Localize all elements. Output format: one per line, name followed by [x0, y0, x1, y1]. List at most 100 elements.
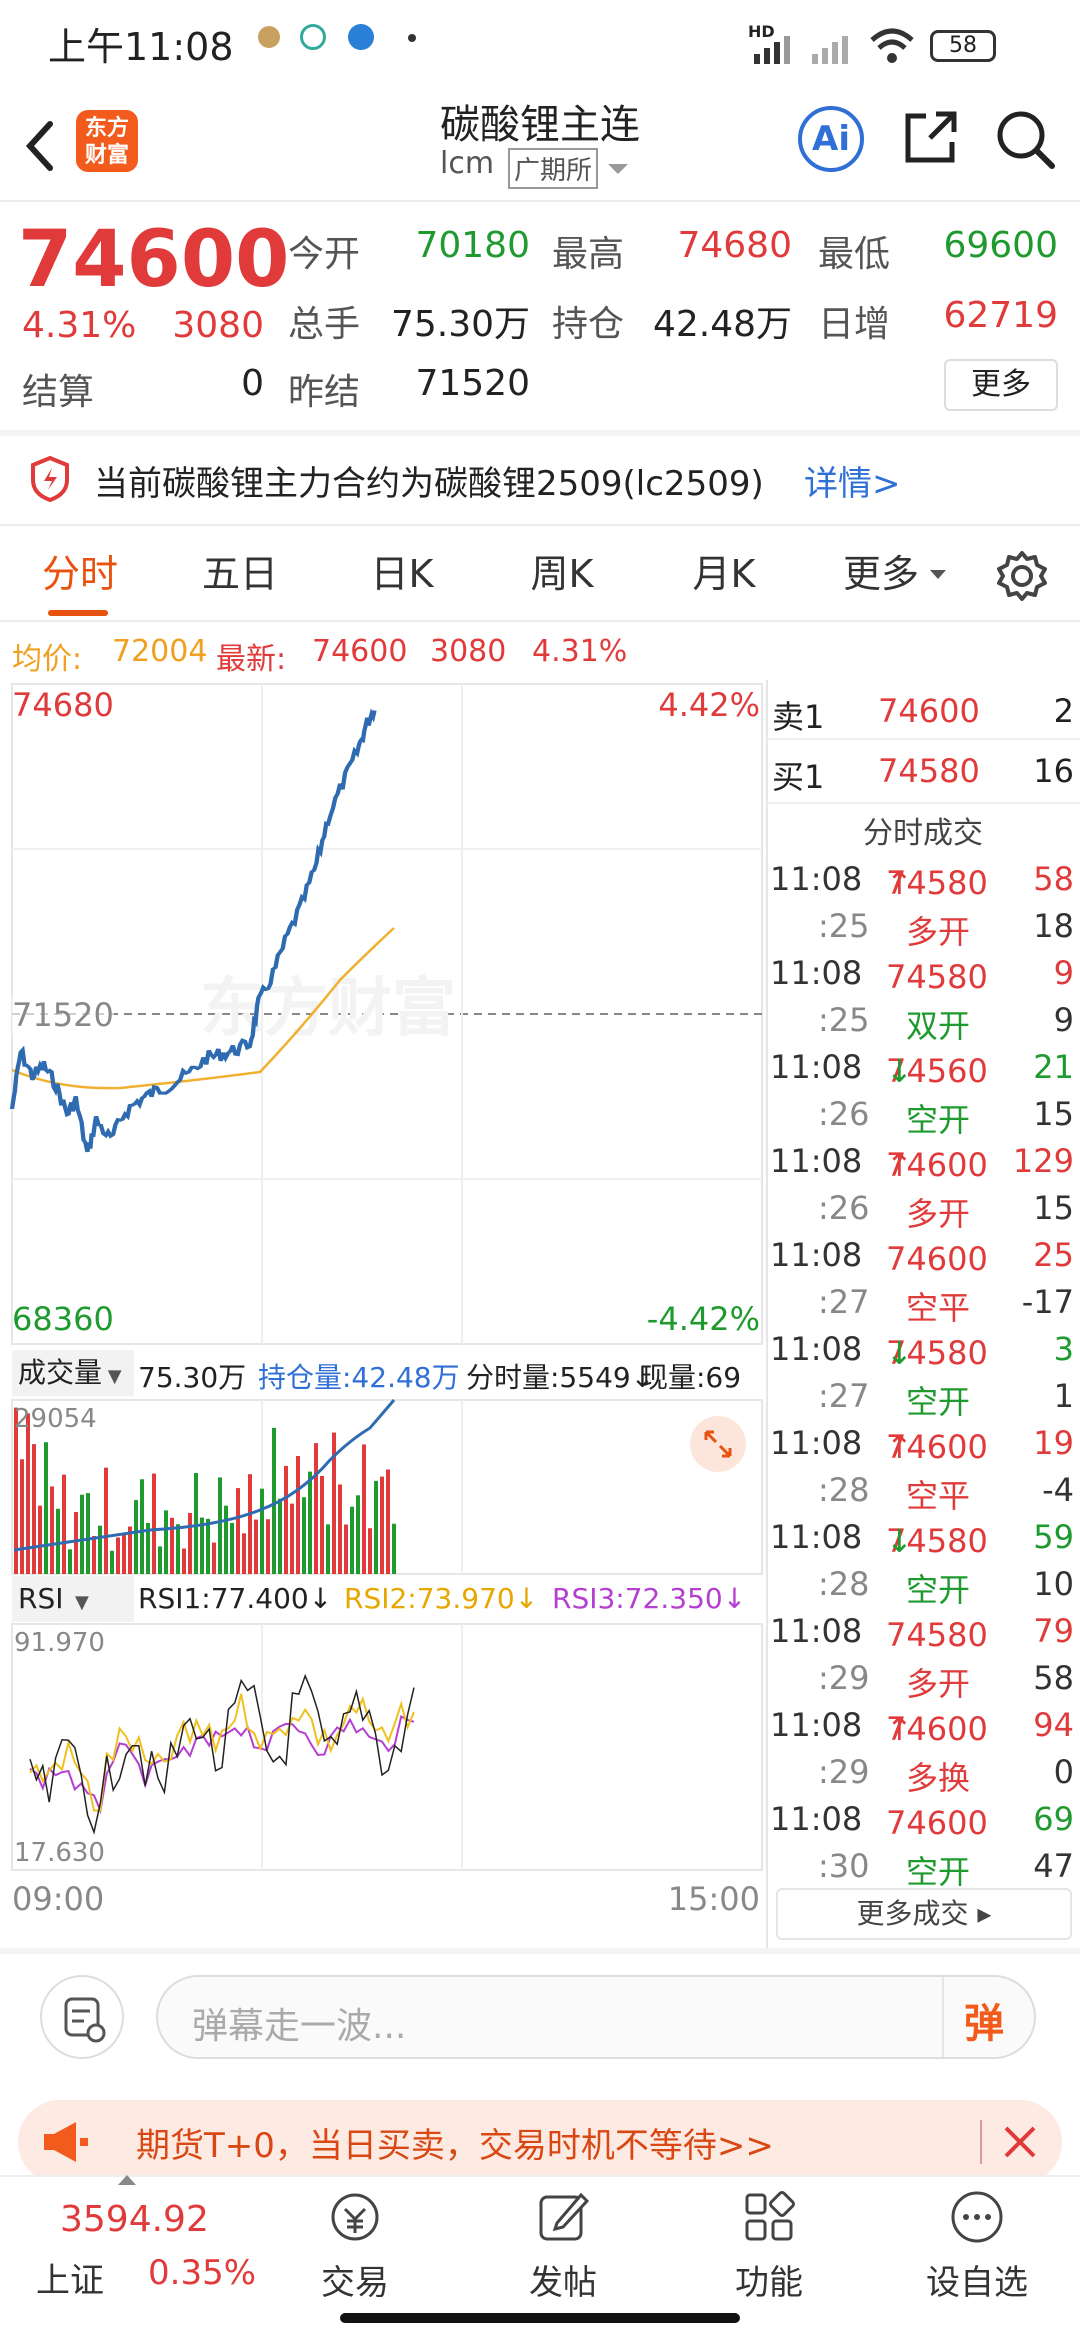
index-ticker[interactable]: 3594.92 上证 0.35% [20, 2175, 270, 2327]
settings-gear-icon[interactable] [996, 550, 1048, 602]
tab-weekly-k[interactable]: 周K [530, 552, 594, 596]
trade-seconds: :26 [818, 1189, 870, 1227]
trade-detail-row: :25 双开 9 [766, 997, 1080, 1045]
app-notification-icon [258, 26, 280, 48]
main-contract-notice[interactable]: 当前碳酸锂主力合约为碳酸锂2509(lc2509) 详情> [0, 432, 1080, 524]
open-interest-label: 持仓 [552, 304, 625, 345]
trade-position-change: 10 [1033, 1565, 1074, 1603]
trade-type: 双开 [906, 1007, 971, 1045]
divider [980, 2120, 982, 2164]
trade-time: 11:08 [770, 1048, 863, 1086]
tab-monthly-k[interactable]: 月K [692, 552, 756, 596]
rsi-indicator-selector[interactable]: RSI ▼ [12, 1576, 134, 1622]
volume-bar [26, 1413, 30, 1574]
notice-text: 当前碳酸锂主力合约为碳酸锂2509(lc2509) [94, 464, 764, 504]
panel-divider [766, 680, 768, 1950]
price-axis-bottom: 68360 [12, 1300, 114, 1338]
volume-bar [44, 1442, 48, 1574]
rsi1-line [29, 1673, 415, 1835]
volume-bar [386, 1469, 390, 1574]
exchange-badge[interactable]: 广期所 [508, 148, 599, 189]
trade-seconds: :29 [818, 1753, 870, 1791]
trade-detail-row: :29 多开 58 [766, 1655, 1080, 1703]
active-tab-indicator [48, 610, 108, 616]
open-interest-readout: 持仓量:42.48万 [258, 1361, 460, 1394]
chevron-down-icon[interactable] [606, 162, 630, 178]
index-percent: 0.35% [148, 2253, 257, 2293]
trade-row: 11:08 74560 ↓ 21 [770, 1048, 1074, 1090]
tab-watchlist[interactable]: 设自选 [912, 2187, 1042, 2327]
signal-2-icon [812, 36, 848, 64]
chevron-down-icon[interactable] [928, 568, 948, 582]
more-button[interactable]: 更多 [944, 359, 1058, 411]
volume-bar [50, 1486, 54, 1574]
close-icon[interactable] [1002, 2124, 1038, 2160]
rsi2-readout: RSI2:73.970↓ [344, 1582, 539, 1615]
rsi-axis-max: 91.970 [14, 1628, 105, 1658]
ai-assistant-icon[interactable]: Ai [798, 106, 864, 172]
app-logo[interactable]: 东方财富 [76, 110, 138, 172]
promo-banner[interactable]: 期货T+0，当日买卖，交易时机不等待>> [18, 2100, 1062, 2184]
tab-trade[interactable]: 交易 [300, 2187, 410, 2327]
low-value: 69600 [943, 225, 1058, 266]
tab-more[interactable]: 更多 [842, 552, 919, 596]
volume-bar [212, 1542, 216, 1574]
danmu-settings-icon[interactable] [40, 1975, 124, 2059]
trade-type: 多开 [906, 1195, 971, 1233]
rsi3-line [29, 1714, 415, 1815]
back-icon[interactable] [20, 118, 60, 174]
trade-time: 11:08 [770, 954, 863, 992]
intraday-chart[interactable]: 东方财富 74680 71520 68360 4.42% -4.42% 成交量 … [0, 680, 765, 1950]
tab-functions[interactable]: 功能 [714, 2187, 824, 2327]
tab-daily-k[interactable]: 日K [370, 552, 434, 596]
edit-icon [539, 2192, 590, 2241]
trade-seconds: :26 [818, 1095, 870, 1133]
tab-five-day[interactable]: 五日 [201, 552, 278, 596]
notice-details-link[interactable]: 详情> [804, 464, 901, 504]
trade-type: 空开 [906, 1101, 971, 1139]
volume-bar [146, 1523, 150, 1574]
quote-panel: 74600 4.31% 3080 结算 0 今开 70180 最高 74680 … [0, 205, 1080, 430]
open-value: 70180 [415, 225, 530, 266]
volume-bar [392, 1523, 396, 1574]
ask-qty: 2 [1053, 692, 1074, 730]
volume-bar [56, 1508, 60, 1574]
volume-bar [98, 1525, 102, 1574]
volume-indicator-selector[interactable]: 成交量 ▼ [12, 1350, 134, 1396]
volume-bar [242, 1533, 246, 1574]
more-trades-button[interactable]: 更多成交 ▸ [776, 1888, 1072, 1940]
volume-bar [122, 1533, 126, 1574]
volume-bar [266, 1519, 270, 1574]
latest-value: 74600 [312, 634, 408, 669]
tab-post[interactable]: 发帖 [508, 2187, 618, 2327]
more-notifications-icon [408, 34, 416, 42]
volume-bar [68, 1549, 72, 1574]
pct-axis-bottom: -4.42% [646, 1300, 760, 1338]
volume-bar [374, 1480, 378, 1574]
tab-intraday[interactable]: 分时 [41, 552, 118, 596]
trade-row: 11:08 74580 79 [770, 1612, 1074, 1654]
volume-total: 75.30万 [138, 1361, 247, 1394]
promo-text: 期货T+0，当日买卖，交易时机不等待>> [136, 2126, 774, 2166]
trade-seconds: :27 [818, 1283, 870, 1321]
expand-icon[interactable] [690, 1416, 746, 1472]
trade-qty: 19 [1033, 1424, 1074, 1462]
battery-icon: 58 [930, 30, 996, 62]
settle-label: 结算 [22, 372, 95, 413]
danmu-send-button[interactable]: 弹 [964, 2001, 1004, 2047]
volume-bar [38, 1505, 42, 1574]
trade-qty: 79 [1033, 1612, 1074, 1650]
avg-price-label: 均价: [12, 642, 83, 677]
trade-seconds: :27 [818, 1377, 870, 1415]
avg-price-value: 72004 [112, 634, 208, 669]
share-icon[interactable] [900, 108, 960, 168]
trade-type: 空开 [906, 1383, 971, 1421]
high-value: 74680 [677, 225, 792, 266]
trade-row: 11:08 74580 ↓ 3 [770, 1330, 1074, 1372]
volume-bar [278, 1498, 282, 1574]
volume-indicator-label: 成交量 [18, 1356, 103, 1389]
price-axis-top: 74680 [12, 686, 114, 724]
intraday-chart-svg[interactable]: 东方财富 [0, 680, 765, 1950]
search-icon[interactable] [994, 108, 1058, 172]
danmu-input[interactable]: 弹幕走一波... 弹 [156, 1975, 1036, 2059]
